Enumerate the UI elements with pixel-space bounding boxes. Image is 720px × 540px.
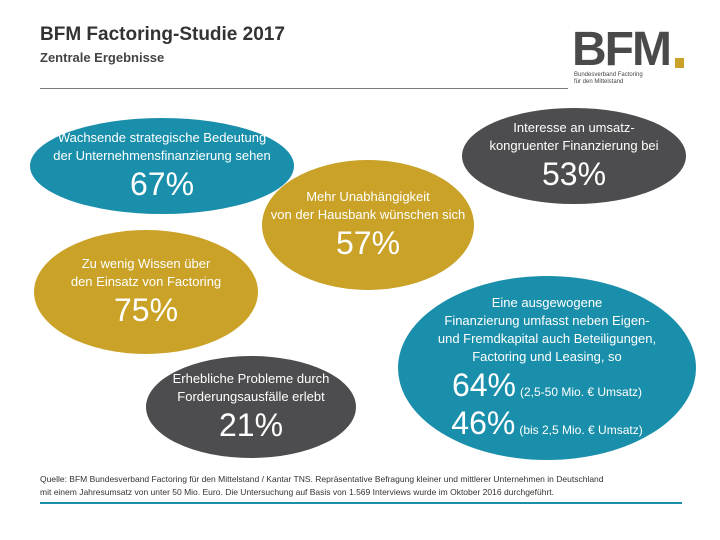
bubble-factoring-knowledge: Zu wenig Wissen über den Einsatz von Fac…: [34, 230, 258, 354]
bubble-text-line1: Zu wenig Wissen über: [81, 256, 211, 271]
bubble-percentage-large: 64%: [451, 367, 516, 403]
bubble-text-line2: Forderungsausfälle erlebt: [177, 389, 325, 404]
bubble-text-line2: den Einsatz von Factoring: [70, 274, 222, 289]
bubble-text-line2: Finanzierung umfasst neben Eigen-: [444, 313, 650, 328]
revenue-note-large: (2,5-50 Mio. € Umsatz): [520, 385, 643, 399]
bubble-percentage: 75%: [113, 292, 179, 328]
bubble-text-line1: Wachsende strategische Bedeutung: [57, 130, 267, 145]
bubble-text-line3: und Fremdkapital auch Beteiligungen,: [437, 331, 657, 346]
source-note: Quelle: BFM Bundesverband Factoring für …: [40, 473, 680, 499]
bubble-percentage: 67%: [129, 166, 195, 202]
page-title: BFM Factoring-Studie 2017: [40, 24, 285, 45]
bubble-text-line1: Eine ausgewogene: [491, 295, 603, 310]
bubble-sales-congruent-financing: Interesse an umsatz- kongruenter Finanzi…: [462, 108, 686, 204]
bubble-percentage: 21%: [218, 407, 284, 443]
result-row-large-firms: 64% (2,5-50 Mio. € Umsatz): [452, 366, 642, 404]
logo-accent-square: [675, 58, 684, 68]
bubble-text-line2: kongruenter Finanzierung bei: [489, 138, 659, 153]
bubble-balanced-financing: Eine ausgewogene Finanzierung umfasst ne…: [398, 276, 696, 460]
logo-tagline: Bundesverband Factoring für den Mittelst…: [574, 72, 643, 86]
bubble-text-line2: von der Hausbank wünschen sich: [270, 207, 466, 222]
bubble-text-line2: der Unternehmensfinanzierung sehen: [53, 148, 271, 163]
bubble-bank-independence: Mehr Unabhängigkeit von der Hausbank wün…: [262, 160, 474, 290]
revenue-note-small: (bis 2,5 Mio. € Umsatz): [519, 423, 643, 437]
bubble-strategic-importance: Wachsende strategische Bedeutung der Unt…: [30, 118, 294, 214]
bubble-text-line4: Factoring und Leasing, so: [472, 349, 622, 364]
result-row-small-firms: 46% (bis 2,5 Mio. € Umsatz): [451, 404, 642, 442]
bubble-receivables-losses: Erhebliche Probleme durch Forderungsausf…: [146, 356, 356, 458]
title-divider: [40, 88, 568, 89]
bubble-text-line1: Mehr Unabhängigkeit: [306, 189, 430, 204]
bubble-percentage-small: 46%: [451, 405, 516, 441]
page-subtitle: Zentrale Ergebnisse: [40, 50, 165, 65]
source-line2: mit einem Jahresumsatz von unter 50 Mio.…: [40, 487, 555, 497]
logo-tagline-line2: für den Mittelstand: [574, 79, 624, 85]
bfm-logo: BFM Bundesverband Factoring für den Mitt…: [572, 23, 684, 92]
logo-letters: BFM: [572, 23, 672, 76]
bubble-percentage: 57%: [335, 225, 401, 261]
bubble-percentage: 53%: [541, 156, 607, 192]
source-line1: Quelle: BFM Bundesverband Factoring für …: [40, 474, 604, 484]
bubble-text-line1: Erhebliche Probleme durch: [172, 371, 330, 386]
footer-divider: [40, 502, 682, 504]
bubble-text-line1: Interesse an umsatz-: [513, 120, 635, 135]
logo-tagline-line1: Bundesverband Factoring: [574, 72, 643, 78]
